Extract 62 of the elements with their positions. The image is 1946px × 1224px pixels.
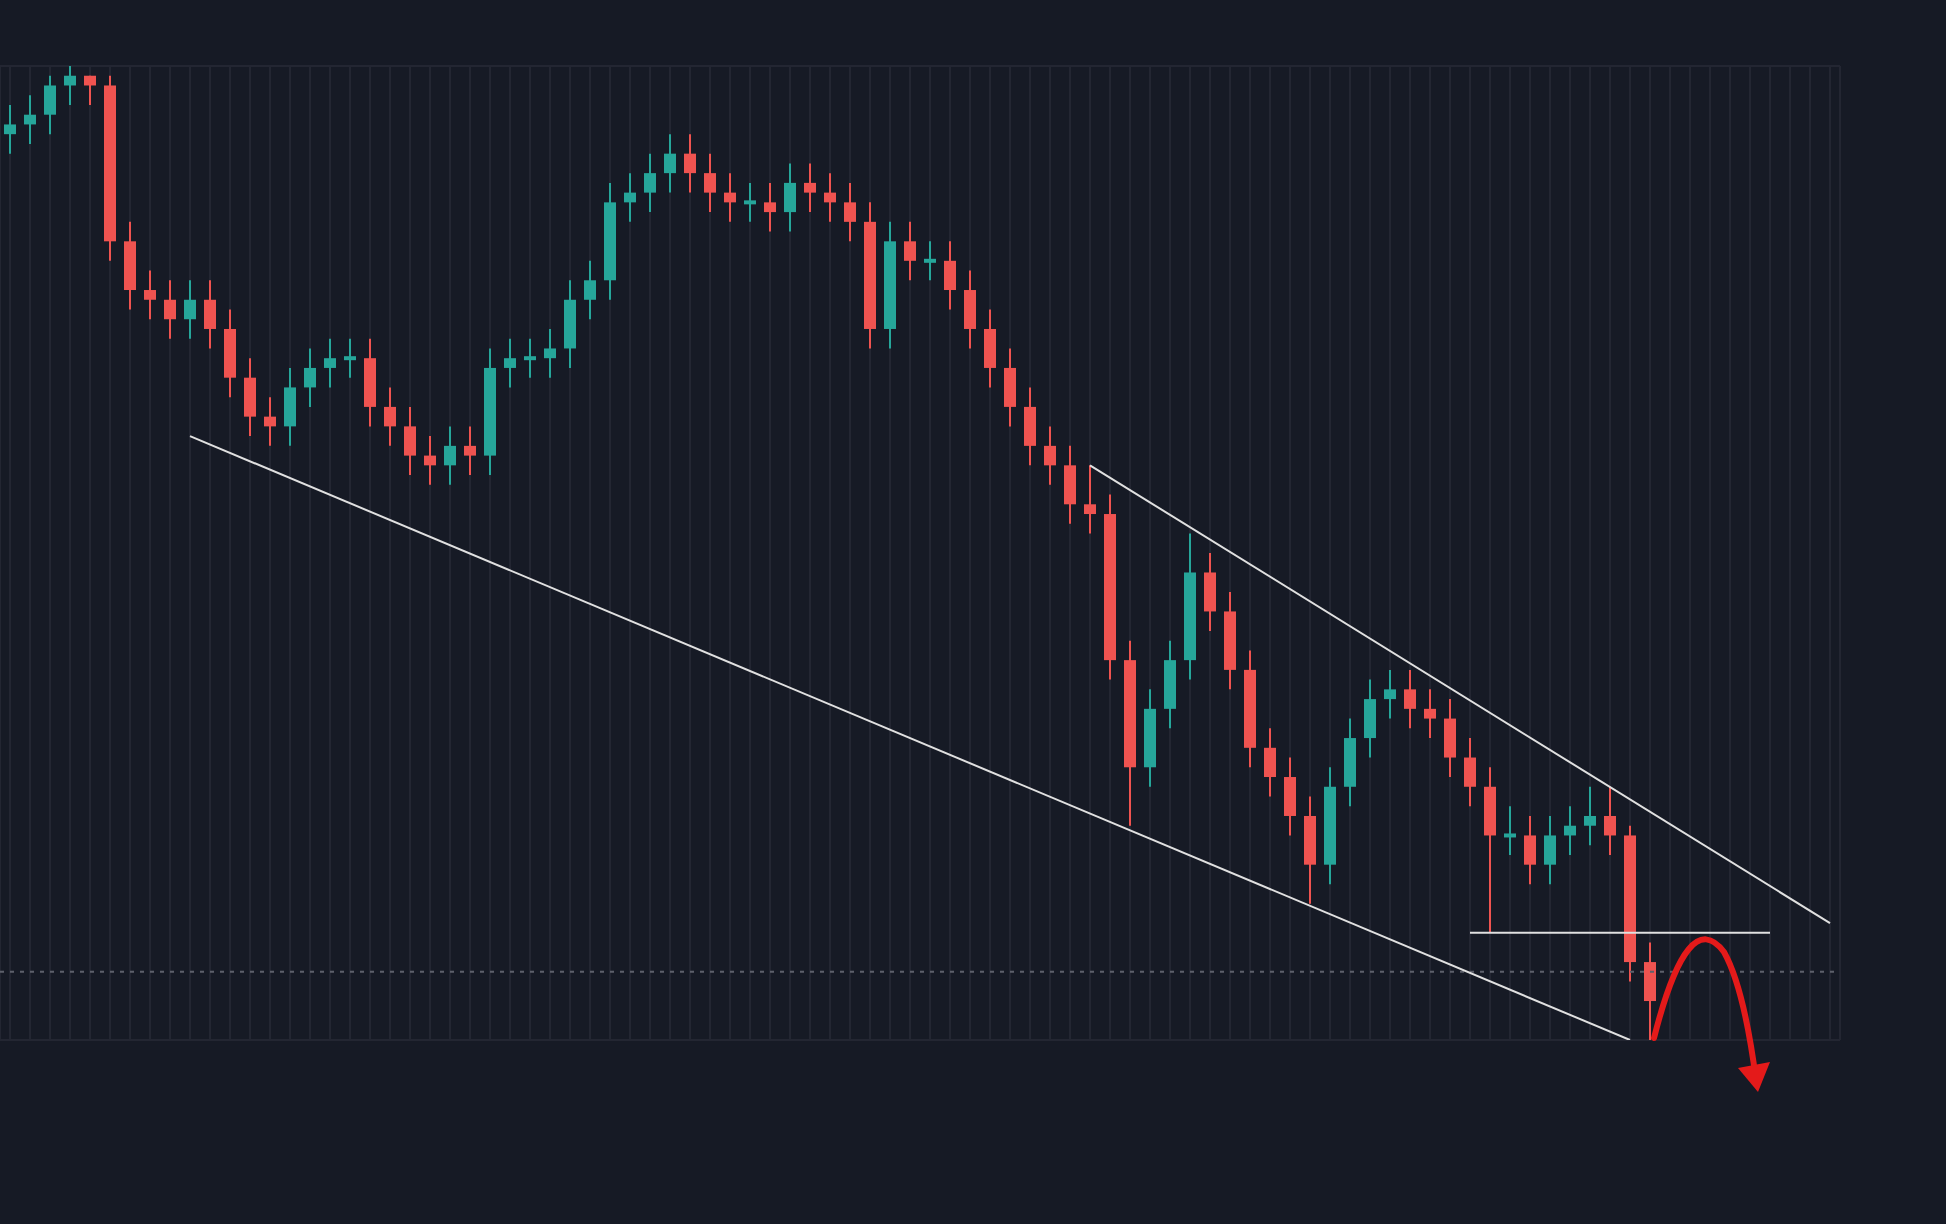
candlestick xyxy=(24,94,36,145)
candlestick xyxy=(1424,688,1436,740)
candlestick xyxy=(144,269,156,321)
candlestick xyxy=(1464,737,1476,808)
candlestick xyxy=(204,279,216,350)
candlestick xyxy=(584,259,596,321)
candlestick xyxy=(784,162,796,233)
candlestick xyxy=(1204,552,1216,632)
candlestick xyxy=(324,337,336,389)
candlestick xyxy=(644,152,656,214)
candlestick xyxy=(1384,668,1396,720)
candlestick xyxy=(544,327,556,379)
candlestick xyxy=(1404,668,1416,730)
candlestick xyxy=(1284,756,1296,837)
candlestick xyxy=(1644,941,1656,1040)
candlestick xyxy=(1584,785,1596,847)
candlestick xyxy=(684,133,696,194)
candlestick xyxy=(504,337,516,389)
candlestick xyxy=(944,240,956,311)
candlestick xyxy=(424,435,436,486)
candlestick xyxy=(1504,805,1516,856)
candlestick xyxy=(804,162,816,214)
candlestick xyxy=(724,172,736,223)
candlestick xyxy=(984,308,996,389)
candlestick xyxy=(44,74,56,136)
candlestick xyxy=(1604,785,1616,856)
candlestick xyxy=(164,279,176,340)
candlestick xyxy=(924,240,936,282)
candlestick xyxy=(764,181,776,233)
candlestick xyxy=(1024,386,1036,467)
candlestick xyxy=(64,66,76,106)
candlestick xyxy=(1544,814,1556,886)
candlestick xyxy=(444,425,456,486)
candlestick xyxy=(344,337,356,379)
candlestick xyxy=(1084,464,1096,535)
candlestick xyxy=(904,220,916,282)
candlestick xyxy=(1524,814,1536,886)
candlestick xyxy=(84,74,96,106)
candlestick xyxy=(384,386,396,447)
candlestick xyxy=(1564,805,1576,856)
candlestick xyxy=(964,269,976,350)
candlestick xyxy=(664,133,676,194)
candlestick xyxy=(1044,425,1056,486)
candlestick xyxy=(1444,698,1456,779)
candlestick xyxy=(264,396,276,447)
candlestick xyxy=(1264,727,1276,798)
candlestick xyxy=(624,172,636,223)
candlestick xyxy=(4,103,16,155)
candlestick xyxy=(824,172,836,223)
candlestick xyxy=(284,366,296,447)
candlestick xyxy=(704,152,716,214)
candlestick xyxy=(744,181,756,223)
candlestick xyxy=(404,405,416,477)
candlestick xyxy=(304,347,316,408)
candlestick xyxy=(464,425,476,477)
candlestick xyxy=(1064,444,1076,525)
candlestick xyxy=(1004,347,1016,428)
candlestick xyxy=(184,279,196,340)
candlestick xyxy=(844,181,856,243)
candlestick xyxy=(1364,678,1376,759)
candlestick xyxy=(244,357,256,438)
candlestick xyxy=(524,337,536,379)
